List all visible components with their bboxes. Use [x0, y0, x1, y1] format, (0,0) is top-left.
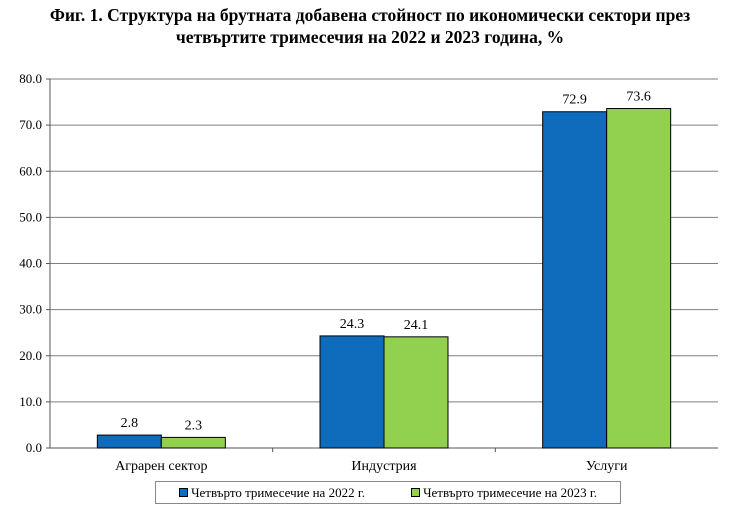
bar: [542, 111, 608, 449]
bar: [383, 336, 449, 449]
x-tick-label: Аграрен сектор: [115, 459, 207, 474]
bar: [319, 335, 385, 449]
y-tick-label: 50.0: [19, 209, 42, 224]
data-label: 2.3: [185, 418, 203, 433]
legend-item-2023: Четвърто тримесечие на 2023 г.: [411, 485, 597, 501]
legend-swatch-2022: [179, 488, 189, 497]
legend-swatch-2023: [411, 488, 421, 497]
chart-title: Фиг. 1. Структура на брутната добавена с…: [0, 4, 740, 48]
data-label: 72.9: [562, 93, 587, 108]
bar: [606, 108, 672, 449]
bar: [96, 434, 162, 449]
legend-label-2022: Четвърто тримесечие на 2022 г.: [191, 484, 365, 500]
data-label: 24.1: [404, 318, 429, 333]
y-tick-label: 20.0: [19, 348, 42, 363]
y-tick-label: 60.0: [19, 163, 42, 178]
title-line-2: четвъртите тримесечия на 2022 и 2023 год…: [175, 27, 565, 47]
bar: [160, 436, 226, 449]
y-tick-label: 30.0: [19, 302, 42, 317]
x-tick-label: Индустрия: [351, 459, 417, 474]
y-tick-label: 10.0: [19, 394, 42, 409]
data-label: 2.8: [121, 416, 139, 431]
data-label: 24.3: [340, 317, 365, 332]
x-tick-label: Услуги: [586, 459, 628, 474]
data-label: 73.6: [626, 90, 651, 105]
y-tick-label: 0.0: [26, 440, 42, 455]
y-tick-label: 80.0: [19, 71, 42, 86]
title-line-1: Фиг. 1. Структура на брутната добавена с…: [49, 5, 691, 25]
legend-label-2023: Четвърто тримесечие на 2023 г.: [423, 484, 597, 500]
legend: Четвърто тримесечие на 2022 г. Четвърто …: [155, 481, 621, 504]
y-tick-label: 70.0: [19, 117, 42, 132]
y-tick-label: 40.0: [19, 256, 42, 271]
legend-item-2022: Четвърто тримесечие на 2022 г.: [179, 485, 365, 501]
